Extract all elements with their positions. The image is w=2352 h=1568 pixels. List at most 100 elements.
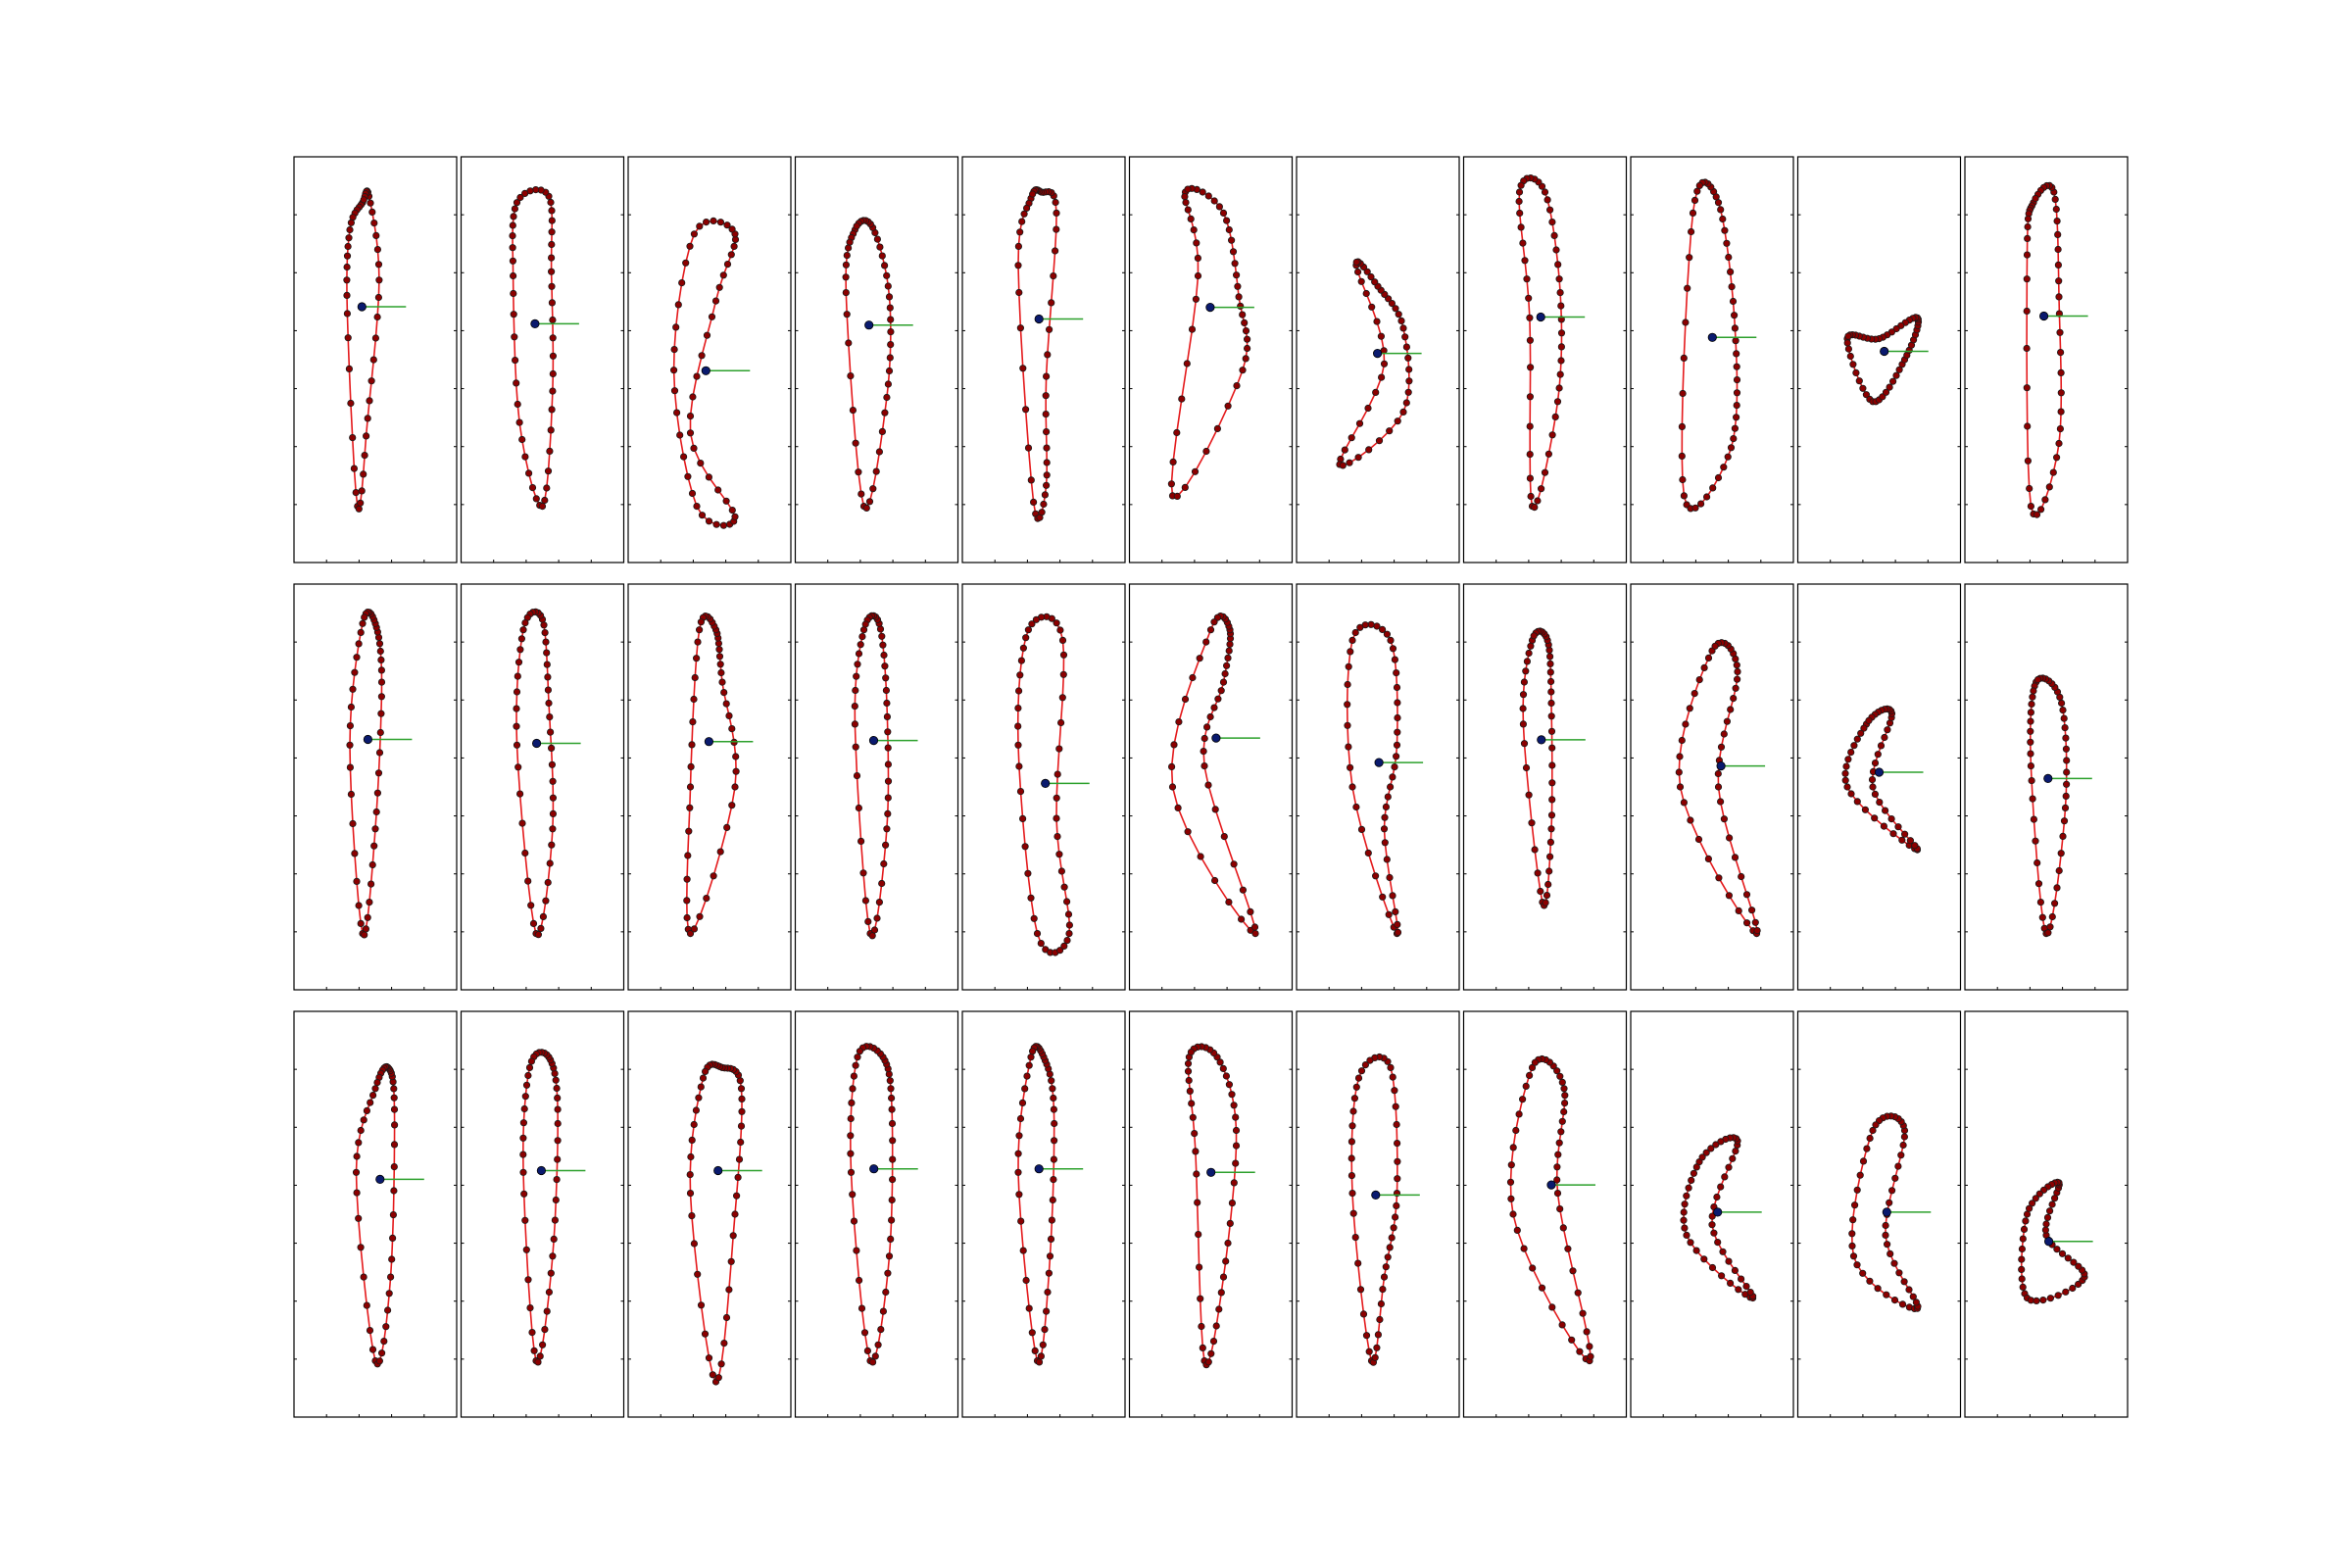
landmark-point bbox=[1184, 828, 1192, 836]
landmark-point bbox=[862, 504, 870, 513]
landmark-point bbox=[1857, 729, 1865, 737]
landmark-point bbox=[1707, 1145, 1715, 1152]
landmark-point bbox=[1714, 783, 1723, 791]
landmark-point bbox=[1046, 1252, 1054, 1260]
landmark-point bbox=[390, 1121, 399, 1129]
landmark-point bbox=[1351, 1234, 1359, 1242]
landmark-point bbox=[1023, 204, 1031, 212]
panel-ticks bbox=[1797, 641, 1961, 990]
shape-panel-r3-c2 bbox=[460, 1010, 625, 1418]
landmark-point bbox=[1725, 1257, 1733, 1265]
landmark-point bbox=[1728, 282, 1736, 291]
landmark-point bbox=[1507, 1195, 1515, 1202]
landmark-point bbox=[717, 1360, 725, 1368]
landmark-point bbox=[887, 1094, 896, 1102]
landmark-point bbox=[1228, 1091, 1236, 1099]
landmark-point bbox=[1225, 647, 1233, 655]
landmark-point bbox=[367, 199, 374, 207]
landmark-point bbox=[2046, 923, 2054, 931]
landmark-point bbox=[1348, 1122, 1356, 1130]
landmark-point bbox=[1556, 1205, 1564, 1213]
landmark-point bbox=[1344, 701, 1351, 709]
landmark-point bbox=[1869, 1126, 1877, 1135]
landmark-point bbox=[368, 860, 376, 869]
landmark-point bbox=[1557, 302, 1565, 310]
landmark-point bbox=[1383, 630, 1392, 638]
landmark-point bbox=[1898, 1300, 1907, 1308]
landmark-point bbox=[534, 931, 543, 939]
landmark-point bbox=[1045, 1269, 1054, 1277]
landmark-point bbox=[1748, 906, 1756, 914]
landmark-point bbox=[703, 894, 710, 903]
landmark-point bbox=[1239, 311, 1247, 318]
landmark-point bbox=[697, 459, 705, 467]
landmark-point bbox=[697, 1301, 706, 1309]
landmark-point bbox=[883, 393, 891, 402]
landmark-point bbox=[347, 219, 355, 226]
landmark-point bbox=[1192, 1148, 1200, 1155]
landmark-point bbox=[1394, 417, 1401, 425]
landmark-point bbox=[686, 1171, 694, 1179]
centroid-point bbox=[1880, 346, 1889, 357]
landmark-point bbox=[1042, 392, 1050, 400]
landmark-point bbox=[552, 1196, 560, 1204]
landmark-point bbox=[2054, 261, 2062, 269]
landmark-point bbox=[855, 468, 862, 476]
landmark-point bbox=[1357, 277, 1365, 285]
landmark-point bbox=[1187, 215, 1195, 222]
landmark-point bbox=[509, 244, 516, 252]
landmark-point bbox=[670, 345, 678, 354]
landmark-point bbox=[1383, 856, 1391, 863]
landmark-point bbox=[684, 852, 692, 859]
landmark-point bbox=[1373, 1344, 1381, 1351]
landmark-point bbox=[2027, 709, 2034, 716]
landmark-point bbox=[1230, 1102, 1238, 1109]
landmark-point bbox=[1402, 399, 1410, 407]
landmark-point bbox=[1048, 299, 1055, 307]
landmark-point bbox=[1394, 1140, 1401, 1148]
landmark-point bbox=[720, 1340, 728, 1348]
landmark-point bbox=[1686, 254, 1693, 262]
landmark-point bbox=[717, 668, 725, 677]
landmark-point bbox=[2038, 913, 2046, 921]
landmark-point bbox=[1348, 1138, 1356, 1146]
landmark-point bbox=[548, 841, 556, 849]
panel-ticks bbox=[1631, 641, 1793, 990]
panel-ticks bbox=[962, 1068, 1125, 1417]
landmark-point bbox=[1182, 199, 1190, 207]
landmark-point bbox=[1390, 1224, 1397, 1232]
landmark-point bbox=[1865, 716, 1873, 724]
landmark-point bbox=[1346, 459, 1353, 466]
centroid-point bbox=[536, 1165, 547, 1176]
panel-frame bbox=[1964, 156, 2129, 564]
landmark-point bbox=[696, 912, 704, 920]
landmark-point bbox=[884, 744, 892, 752]
landmark-point bbox=[521, 1216, 529, 1224]
landmark-point bbox=[518, 435, 526, 444]
landmark-point bbox=[1380, 360, 1389, 368]
landmark-point bbox=[1714, 473, 1723, 482]
panels-layer bbox=[293, 156, 2129, 1418]
landmark-point bbox=[1405, 377, 1413, 385]
landmark-point bbox=[352, 488, 360, 497]
landmark-point bbox=[1051, 1137, 1058, 1145]
landmark-point bbox=[714, 1374, 722, 1382]
landmark-point bbox=[728, 225, 736, 233]
landmark-point bbox=[678, 278, 686, 287]
landmark-point bbox=[1017, 1217, 1025, 1225]
landmark-point bbox=[865, 498, 874, 506]
landmark-point bbox=[1889, 830, 1897, 838]
landmark-point bbox=[524, 469, 533, 477]
landmark-point bbox=[1692, 1247, 1700, 1254]
landmark-point bbox=[868, 1358, 877, 1366]
landmark-point bbox=[2024, 457, 2032, 465]
landmark-point bbox=[1059, 651, 1068, 659]
panel-frame bbox=[1128, 1010, 1294, 1418]
landmark-point bbox=[549, 352, 558, 360]
landmark-point bbox=[519, 626, 527, 634]
panel-ticks bbox=[461, 1068, 624, 1417]
landmark-point bbox=[2030, 815, 2037, 823]
landmark-point bbox=[1354, 268, 1362, 276]
landmark-point bbox=[343, 276, 351, 284]
landmark-point bbox=[514, 763, 522, 771]
